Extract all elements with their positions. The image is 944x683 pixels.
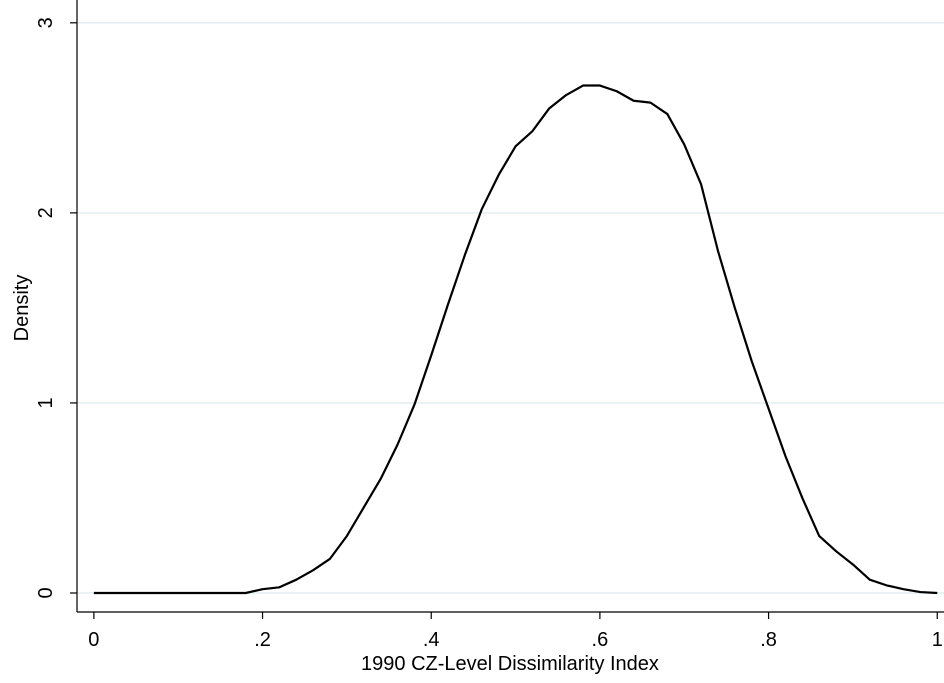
y-tick-label: 2 [35,207,57,218]
density-line [93,84,938,595]
x-tick-label: .6 [592,629,609,651]
x-tick-label: 0 [88,629,99,651]
x-tick-label: .8 [760,629,777,651]
x-tick-label: .2 [254,629,271,651]
y-tick-label: 0 [35,587,57,598]
x-tick-label: 1 [932,629,943,651]
x-tick-label: .4 [423,629,440,651]
y-tick-label: 3 [35,17,57,28]
y-axis-label: Density [11,275,33,342]
x-axis-label: 1990 CZ-Level Dissimilarity Index [361,653,659,675]
y-tick-label: 1 [35,397,57,408]
